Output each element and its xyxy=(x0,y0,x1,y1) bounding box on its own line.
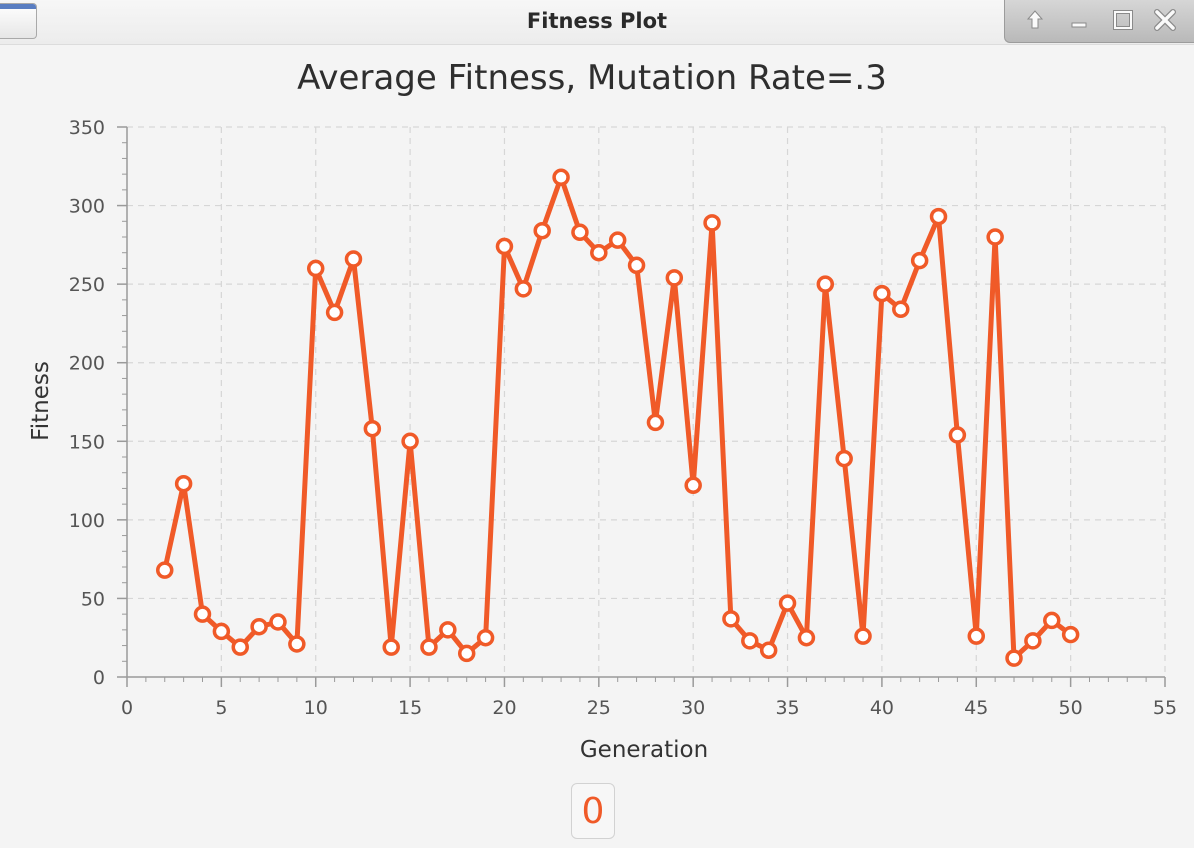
maximize-icon[interactable] xyxy=(1109,6,1137,34)
data-point xyxy=(552,168,570,187)
data-point xyxy=(571,223,589,242)
y-tick-label: 150 xyxy=(69,431,105,453)
data-point xyxy=(722,610,740,628)
data-point xyxy=(646,413,665,432)
data-point xyxy=(476,628,495,647)
x-tick-label: 40 xyxy=(870,697,894,719)
data-point xyxy=(703,214,721,232)
data-point xyxy=(250,617,268,636)
y-tick-label: 300 xyxy=(69,196,105,218)
data-point xyxy=(873,284,891,303)
data-point xyxy=(533,221,551,240)
y-axis-label: Fitness xyxy=(28,361,54,441)
data-point xyxy=(797,628,816,647)
data-point xyxy=(910,251,929,270)
data-point xyxy=(174,474,193,493)
x-tick-label: 30 xyxy=(681,697,705,719)
data-point xyxy=(816,275,835,293)
data-point xyxy=(759,641,778,660)
data-point xyxy=(741,632,759,650)
data-point xyxy=(457,644,476,663)
data-point xyxy=(401,432,419,451)
x-tick-label: 20 xyxy=(492,697,516,719)
x-tick-label: 55 xyxy=(1153,697,1177,719)
x-tick-label: 25 xyxy=(587,697,611,719)
fitness-series-line xyxy=(162,174,1074,661)
window-titlebar[interactable]: Fitness Plot xyxy=(0,0,1194,45)
x-tick-label: 10 xyxy=(304,697,328,719)
data-point xyxy=(325,303,344,322)
x-tick-label: 0 xyxy=(121,697,133,719)
data-point xyxy=(892,300,910,319)
data-point xyxy=(1005,649,1023,667)
data-point xyxy=(835,449,853,468)
window-controls xyxy=(1004,0,1194,43)
data-point xyxy=(778,594,797,612)
data-point xyxy=(193,605,212,623)
x-tick-label: 15 xyxy=(398,697,422,719)
data-point xyxy=(363,419,382,438)
generation-counter[interactable]: 0 xyxy=(571,783,615,839)
y-tick-label: 250 xyxy=(69,274,105,296)
data-point xyxy=(1043,611,1061,630)
data-point xyxy=(495,237,514,256)
data-point xyxy=(590,243,608,262)
data-point xyxy=(929,207,948,226)
data-point xyxy=(986,228,1004,246)
data-point xyxy=(439,621,457,639)
data-point xyxy=(344,250,363,268)
chart-series xyxy=(155,168,1080,667)
y-tick-label: 100 xyxy=(69,510,105,532)
data-point xyxy=(608,231,627,249)
app-window-icon[interactable] xyxy=(0,3,37,39)
close-icon[interactable] xyxy=(1151,6,1179,34)
data-point xyxy=(306,259,325,278)
data-point xyxy=(514,280,533,298)
y-tick-label: 200 xyxy=(69,353,105,375)
data-point xyxy=(212,622,231,641)
x-tick-label: 5 xyxy=(215,697,227,719)
minimize-icon[interactable] xyxy=(1065,6,1093,34)
data-point xyxy=(627,256,646,275)
x-axis-label: Generation xyxy=(580,737,708,763)
x-tick-label: 50 xyxy=(1059,697,1083,719)
data-point xyxy=(155,561,174,579)
data-point xyxy=(854,627,872,645)
data-point xyxy=(288,635,306,653)
data-point xyxy=(382,638,400,656)
data-point xyxy=(231,638,249,656)
data-point xyxy=(684,476,702,495)
data-point xyxy=(420,638,438,656)
data-point xyxy=(948,426,967,444)
x-tick-label: 45 xyxy=(964,697,988,719)
data-point xyxy=(967,627,986,645)
x-tick-label: 35 xyxy=(775,697,799,719)
y-tick-label: 350 xyxy=(69,117,105,139)
data-point xyxy=(1061,625,1080,644)
data-point xyxy=(665,269,684,287)
y-tick-label: 50 xyxy=(81,588,105,610)
data-point xyxy=(269,613,287,631)
data-point xyxy=(1024,632,1042,650)
arrow-up-icon[interactable] xyxy=(1021,6,1049,34)
chart-title: Average Fitness, Mutation Rate=.3 xyxy=(297,58,887,98)
window-title: Fitness Plot xyxy=(526,9,668,33)
y-tick-label: 0 xyxy=(93,667,105,689)
chart-ticks: 0 5 10 15 20 25 30 35 40 45 50 55 0 50 100 150 200 250 300… xyxy=(69,117,1177,719)
chart-axes xyxy=(126,127,1165,678)
